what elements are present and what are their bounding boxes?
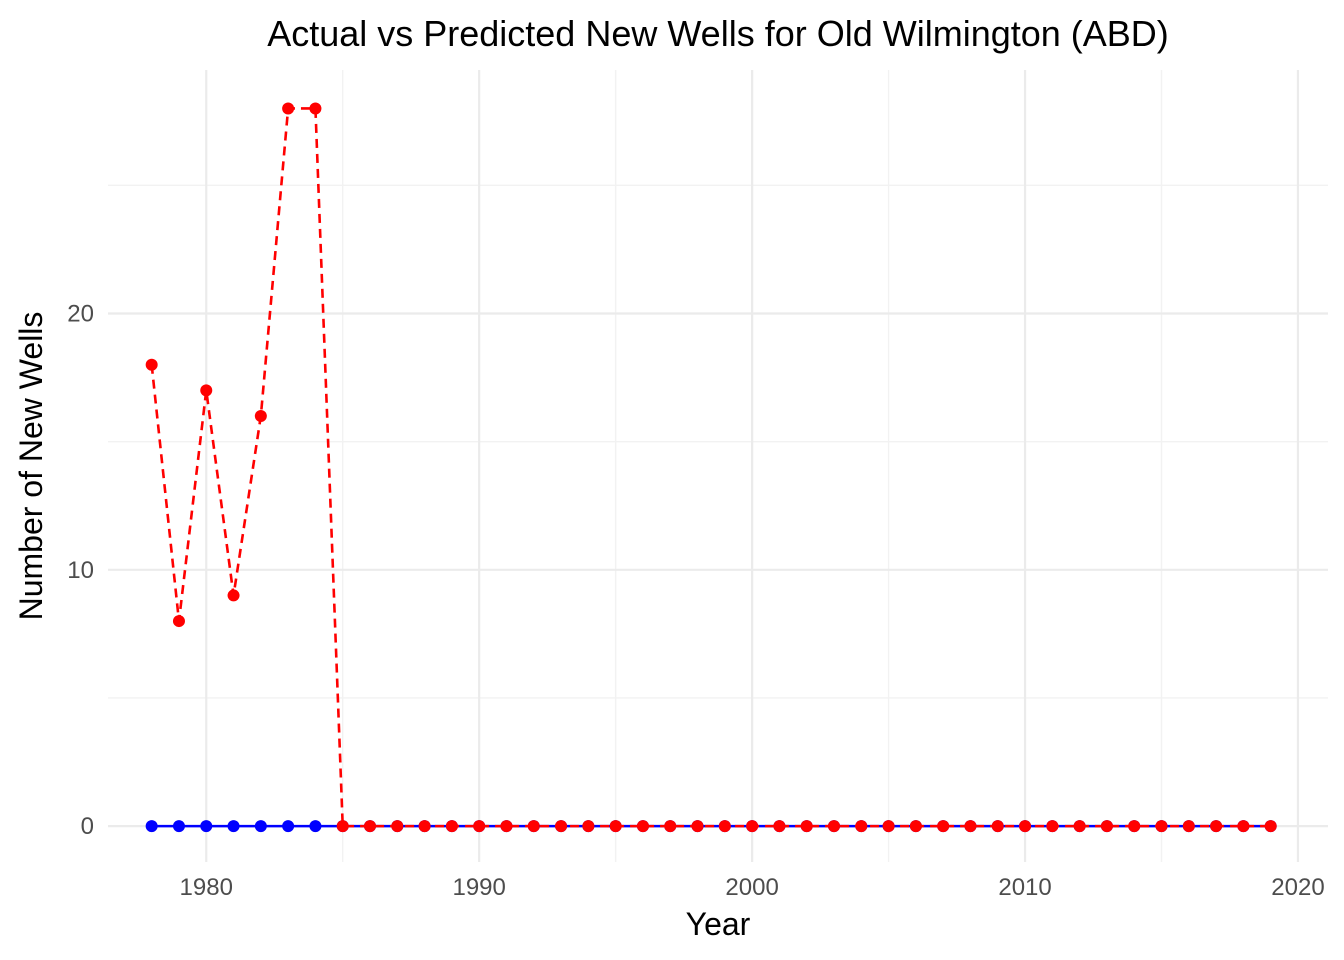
x-tick-label: 2010 bbox=[998, 874, 1051, 901]
series-2-point bbox=[1264, 820, 1277, 833]
series-2-point bbox=[1182, 820, 1195, 833]
x-tick-label: 2020 bbox=[1271, 874, 1324, 901]
series-2-point bbox=[909, 820, 922, 833]
series-2-point bbox=[172, 615, 185, 628]
y-tick-label: 0 bbox=[81, 813, 94, 840]
series-2-point bbox=[200, 384, 213, 397]
series-2-point bbox=[773, 820, 786, 833]
series-2-point bbox=[500, 820, 513, 833]
series-layer bbox=[145, 102, 1277, 833]
series-2-point bbox=[227, 589, 240, 602]
series-2-point bbox=[636, 820, 649, 833]
series-2-point bbox=[473, 820, 486, 833]
series-2-point bbox=[746, 820, 759, 833]
chart-title: Actual vs Predicted New Wells for Old Wi… bbox=[267, 13, 1169, 54]
series-2-point bbox=[718, 820, 731, 833]
series-1-point bbox=[145, 820, 158, 833]
series-1-point bbox=[200, 820, 213, 833]
series-2-point bbox=[391, 820, 404, 833]
series-2-point bbox=[691, 820, 704, 833]
series-2-point bbox=[1210, 820, 1223, 833]
series-2-point bbox=[1046, 820, 1059, 833]
x-tick-label: 1990 bbox=[452, 874, 505, 901]
series-2-point bbox=[800, 820, 813, 833]
series-2-point bbox=[582, 820, 595, 833]
y-tick-label: 20 bbox=[67, 300, 94, 327]
series-2-point bbox=[964, 820, 977, 833]
series-2-point bbox=[254, 410, 267, 423]
series-2-line bbox=[150, 107, 1271, 828]
series-2-point bbox=[882, 820, 895, 833]
series-2-point bbox=[1128, 820, 1141, 833]
series-2-point bbox=[827, 820, 840, 833]
series-1-point bbox=[282, 820, 295, 833]
x-tick-label: 2000 bbox=[725, 874, 778, 901]
series-2-point bbox=[1019, 820, 1032, 833]
series-2-point bbox=[1237, 820, 1250, 833]
series-2-point bbox=[1100, 820, 1113, 833]
series-2-point bbox=[282, 102, 295, 115]
y-axis-title: Number of New Wells bbox=[13, 312, 49, 621]
series-2-point bbox=[527, 820, 540, 833]
series-1-point bbox=[309, 820, 322, 833]
series-2-point bbox=[309, 102, 322, 115]
series-1-point bbox=[227, 820, 240, 833]
series-2-point bbox=[609, 820, 622, 833]
x-axis-title: Year bbox=[686, 906, 751, 942]
series-2-point bbox=[336, 820, 349, 833]
series-2-point bbox=[445, 820, 458, 833]
series-2-point bbox=[364, 820, 377, 833]
series-2-point bbox=[664, 820, 677, 833]
series-2-point bbox=[937, 820, 950, 833]
series-1-point bbox=[254, 820, 267, 833]
series-2-point bbox=[418, 820, 431, 833]
y-tick-label: 10 bbox=[67, 557, 94, 584]
series-2-point bbox=[991, 820, 1004, 833]
series-2-point bbox=[1155, 820, 1168, 833]
series-2-point bbox=[855, 820, 868, 833]
tick-labels: 1980 1990 2000 2010 2020 0 10 20 bbox=[67, 300, 1324, 901]
x-tick-label: 1980 bbox=[180, 874, 233, 901]
series-2-point bbox=[145, 358, 158, 371]
grid bbox=[108, 70, 1328, 862]
series-2-point bbox=[1073, 820, 1086, 833]
series-2-point bbox=[555, 820, 568, 833]
series-1-point bbox=[172, 820, 185, 833]
